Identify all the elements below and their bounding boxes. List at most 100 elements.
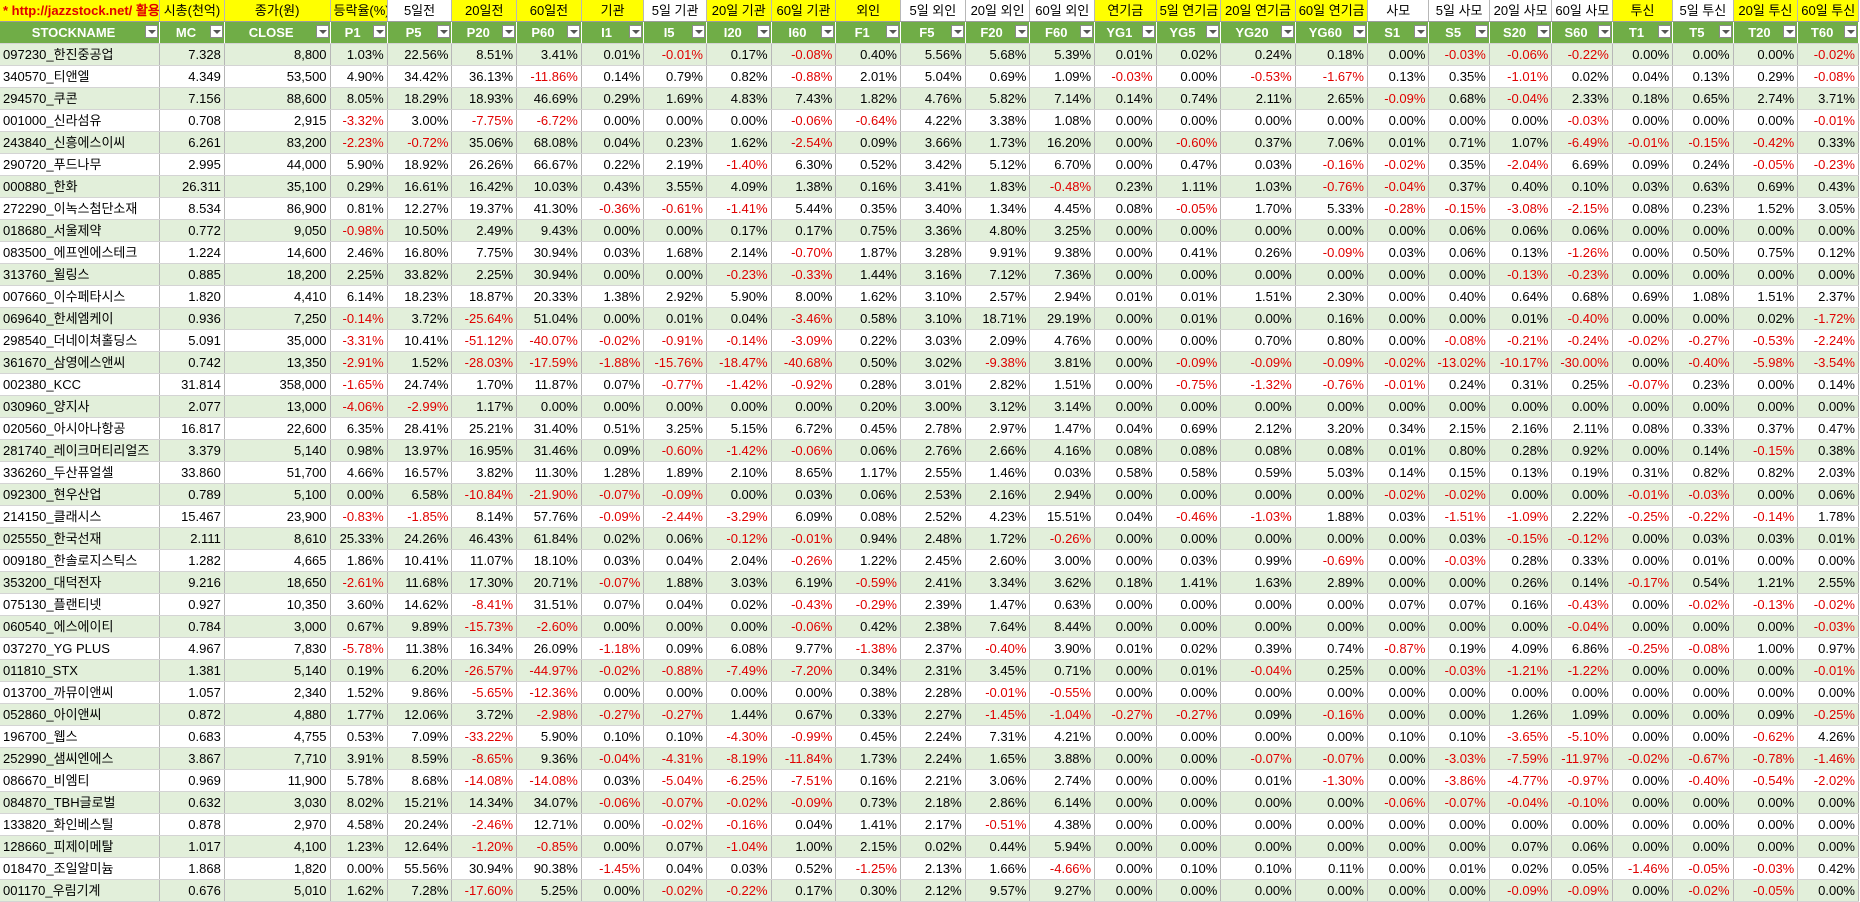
filter-dropdown-icon[interactable] bbox=[437, 25, 451, 38]
cell-yg20[interactable]: 0.00% bbox=[1220, 791, 1296, 814]
cell-f1[interactable]: 0.06% bbox=[835, 483, 901, 506]
cell-p20[interactable]: 30.94% bbox=[451, 857, 518, 880]
cell-yg1[interactable]: 0.04% bbox=[1094, 417, 1157, 440]
cell-f20[interactable]: 1.72% bbox=[965, 527, 1031, 550]
cell-t5[interactable]: -0.02% bbox=[1672, 879, 1734, 902]
cell-t20[interactable]: 0.00% bbox=[1733, 483, 1799, 506]
cell-i1[interactable]: 0.03% bbox=[581, 241, 645, 264]
cell-yg60[interactable]: -0.16% bbox=[1295, 153, 1368, 176]
cell-i1[interactable]: 0.09% bbox=[581, 439, 645, 462]
cell-t60[interactable]: 0.00% bbox=[1797, 835, 1859, 858]
stock-name-cell[interactable]: 340570_티앤엘 bbox=[0, 65, 161, 88]
cell-i5[interactable]: 1.68% bbox=[643, 241, 707, 264]
cell-f5[interactable]: 2.48% bbox=[900, 527, 966, 550]
filter-dropdown-icon[interactable] bbox=[1280, 25, 1294, 38]
cell-close[interactable]: 2,340 bbox=[224, 681, 331, 704]
cell-s5[interactable]: 0.03% bbox=[1428, 527, 1490, 550]
cell-i1[interactable]: -1.18% bbox=[581, 637, 645, 660]
cell-t60[interactable]: 0.00% bbox=[1797, 549, 1859, 572]
stock-name-cell[interactable]: 086670_비엠티 bbox=[0, 769, 161, 792]
filter-dropdown-icon[interactable] bbox=[886, 25, 899, 38]
cell-f60[interactable]: 2.94% bbox=[1029, 483, 1096, 506]
cell-yg1[interactable]: 0.00% bbox=[1094, 659, 1157, 682]
cell-s5[interactable]: -13.02% bbox=[1428, 351, 1490, 374]
cell-s20[interactable]: -2.04% bbox=[1489, 153, 1553, 176]
cell-s5[interactable]: 0.40% bbox=[1428, 285, 1490, 308]
cell-i20[interactable]: 2.10% bbox=[706, 461, 772, 484]
cell-p5[interactable]: 15.21% bbox=[387, 791, 453, 814]
stock-name-cell[interactable]: 018470_조일알미늄 bbox=[0, 857, 161, 880]
cell-mc[interactable]: 1.057 bbox=[159, 681, 225, 704]
cell-f20[interactable]: 2.16% bbox=[965, 483, 1031, 506]
cell-t60[interactable]: 0.00% bbox=[1797, 395, 1859, 418]
cell-f60[interactable]: 0.63% bbox=[1029, 593, 1096, 616]
cell-t20[interactable]: -0.03% bbox=[1733, 857, 1799, 880]
cell-p5[interactable]: 18.29% bbox=[387, 87, 453, 110]
cell-i60[interactable]: 0.67% bbox=[771, 703, 837, 726]
cell-t60[interactable]: -0.23% bbox=[1797, 153, 1859, 176]
cell-t5[interactable]: 0.50% bbox=[1672, 241, 1734, 264]
cell-s5[interactable]: 0.80% bbox=[1428, 439, 1490, 462]
cell-f5[interactable]: 2.52% bbox=[900, 505, 966, 528]
cell-p1[interactable]: 8.05% bbox=[330, 87, 388, 110]
column-header-p60[interactable]: P60 bbox=[516, 21, 582, 44]
cell-yg20[interactable]: 1.70% bbox=[1220, 197, 1296, 220]
cell-yg1[interactable]: 0.00% bbox=[1094, 813, 1157, 836]
cell-yg60[interactable]: 5.03% bbox=[1295, 461, 1368, 484]
column-header-f60[interactable]: F60 bbox=[1029, 21, 1096, 44]
cell-t60[interactable]: 0.47% bbox=[1797, 417, 1859, 440]
cell-p20[interactable]: -14.08% bbox=[451, 769, 518, 792]
cell-p1[interactable]: 0.19% bbox=[330, 659, 388, 682]
cell-f5[interactable]: 2.24% bbox=[900, 725, 966, 748]
cell-yg5[interactable]: -0.75% bbox=[1156, 373, 1222, 396]
cell-t60[interactable]: -0.03% bbox=[1797, 615, 1859, 638]
cell-p5[interactable]: -2.99% bbox=[387, 395, 453, 418]
cell-p5[interactable]: 12.27% bbox=[387, 197, 453, 220]
cell-yg1[interactable]: 0.00% bbox=[1094, 351, 1157, 374]
cell-p60[interactable]: 5.90% bbox=[516, 725, 582, 748]
cell-yg1[interactable]: 0.00% bbox=[1094, 681, 1157, 704]
cell-mc[interactable]: 0.789 bbox=[159, 483, 225, 506]
stock-name-cell[interactable]: 361670_삼영에스앤씨 bbox=[0, 351, 161, 374]
cell-p60[interactable]: 31.40% bbox=[516, 417, 582, 440]
cell-f20[interactable]: 2.09% bbox=[965, 329, 1031, 352]
filter-dropdown-icon[interactable] bbox=[1141, 25, 1155, 38]
cell-f1[interactable]: 0.50% bbox=[835, 351, 901, 374]
cell-t5[interactable]: 0.00% bbox=[1672, 43, 1734, 66]
cell-t60[interactable]: -0.01% bbox=[1797, 109, 1859, 132]
cell-f5[interactable]: 2.13% bbox=[900, 857, 966, 880]
cell-t1[interactable]: 0.31% bbox=[1612, 461, 1674, 484]
cell-p60[interactable]: 31.46% bbox=[516, 439, 582, 462]
cell-yg1[interactable]: 0.01% bbox=[1094, 43, 1157, 66]
cell-mc[interactable]: 5.091 bbox=[159, 329, 225, 352]
cell-t5[interactable]: 0.63% bbox=[1672, 175, 1734, 198]
cell-t1[interactable]: 0.00% bbox=[1612, 835, 1674, 858]
cell-yg20[interactable]: 0.00% bbox=[1220, 395, 1296, 418]
cell-p5[interactable]: 34.42% bbox=[387, 65, 453, 88]
cell-s5[interactable]: -0.03% bbox=[1428, 659, 1490, 682]
cell-yg1[interactable]: 0.00% bbox=[1094, 263, 1157, 286]
cell-yg1[interactable]: 0.00% bbox=[1094, 879, 1157, 902]
cell-f5[interactable]: 2.12% bbox=[900, 879, 966, 902]
cell-yg20[interactable]: 0.00% bbox=[1220, 483, 1296, 506]
cell-f5[interactable]: 2.37% bbox=[900, 637, 966, 660]
cell-t60[interactable]: 0.00% bbox=[1797, 879, 1859, 902]
cell-i5[interactable]: 0.00% bbox=[643, 615, 707, 638]
cell-t20[interactable]: 0.03% bbox=[1733, 527, 1799, 550]
cell-s5[interactable]: 0.00% bbox=[1428, 879, 1490, 902]
cell-f60[interactable]: 4.21% bbox=[1029, 725, 1096, 748]
cell-t5[interactable]: 0.00% bbox=[1672, 813, 1734, 836]
cell-yg5[interactable]: 0.00% bbox=[1156, 219, 1222, 242]
cell-close[interactable]: 51,700 bbox=[224, 461, 331, 484]
cell-i60[interactable]: -7.51% bbox=[771, 769, 837, 792]
cell-p5[interactable]: 12.06% bbox=[387, 703, 453, 726]
cell-t5[interactable]: 0.14% bbox=[1672, 439, 1734, 462]
cell-mc[interactable]: 6.261 bbox=[159, 131, 225, 154]
cell-yg5[interactable]: 0.08% bbox=[1156, 439, 1222, 462]
cell-i60[interactable]: 6.30% bbox=[771, 153, 837, 176]
cell-t20[interactable]: -0.13% bbox=[1733, 593, 1799, 616]
cell-close[interactable]: 3,030 bbox=[224, 791, 331, 814]
cell-i20[interactable]: 0.00% bbox=[706, 395, 772, 418]
stock-name-cell[interactable]: 025550_한국선재 bbox=[0, 527, 161, 550]
cell-f5[interactable]: 2.38% bbox=[900, 615, 966, 638]
